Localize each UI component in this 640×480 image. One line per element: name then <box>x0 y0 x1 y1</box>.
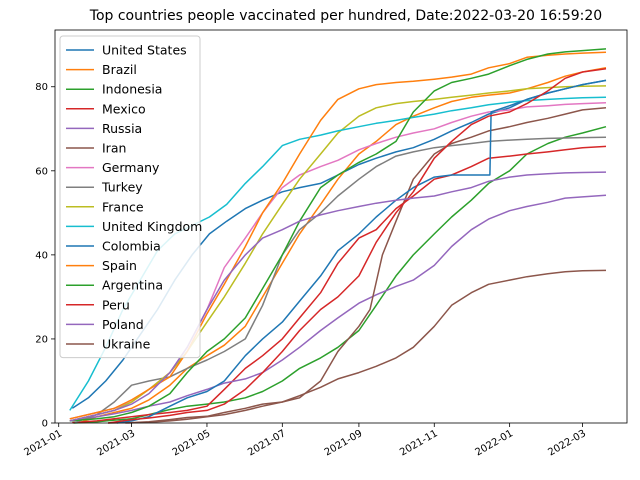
x-tick-label: 2021-01 <box>23 428 65 458</box>
series-line-4 <box>72 194 607 422</box>
legend-label: United Kingdom <box>102 219 202 234</box>
series-line-2 <box>73 125 607 424</box>
legend-label: France <box>102 199 144 214</box>
x-axis: 2021-01 2021-03 2021-05 2021-07 2021-09 2021-… <box>23 423 588 458</box>
series-line-13 <box>107 67 607 424</box>
y-tick-label: 60 <box>35 166 48 177</box>
series-line-5 <box>108 107 607 424</box>
chart-title: Top countries people vaccinated per hund… <box>89 8 602 24</box>
y-tick-label: 80 <box>35 82 48 93</box>
legend-label: Mexico <box>102 101 146 116</box>
x-tick-label: 2021-03 <box>95 428 137 458</box>
legend-label: Russia <box>102 121 142 136</box>
x-tick-label: 2021-11 <box>398 428 440 458</box>
legend-label: Germany <box>102 160 160 175</box>
legend-label: Peru <box>102 297 130 312</box>
x-tick-label: 2021-07 <box>246 428 288 458</box>
plot-frame <box>54 29 628 424</box>
legend-label: Colombia <box>102 239 161 254</box>
series-line-10 <box>116 79 607 424</box>
series-line-11 <box>69 51 607 420</box>
y-axis: 0 20 40 60 80 <box>35 82 55 430</box>
legend: United States Brazil Indonesia Mexico Russia… <box>59 35 202 359</box>
legend-label: Indonesia <box>102 82 162 97</box>
legend-label: Poland <box>102 317 144 332</box>
series-line-15 <box>125 269 607 424</box>
series-line-12 <box>69 48 607 422</box>
legend-label: Turkey <box>101 180 143 195</box>
y-tick-label: 40 <box>35 250 48 261</box>
x-tick-label: 2021-05 <box>171 428 213 458</box>
x-tick-label: 2021-09 <box>323 428 365 458</box>
legend-label: Spain <box>102 258 137 273</box>
legend-label: Argentina <box>102 278 163 293</box>
legend-label: Brazil <box>102 62 137 77</box>
legend-label: Iran <box>102 141 126 156</box>
legend-box <box>59 35 201 359</box>
x-tick-label: 2022-03 <box>546 428 588 458</box>
y-tick-label: 0 <box>42 419 48 430</box>
series-layer <box>69 48 607 424</box>
series-line-3 <box>72 145 607 424</box>
legend-label: Ukraine <box>102 337 151 352</box>
legend-label: United States <box>102 43 187 58</box>
y-tick-label: 20 <box>35 334 48 345</box>
series-line-14 <box>69 171 607 422</box>
series-line-8 <box>69 85 607 422</box>
series-line-1 <box>79 67 607 424</box>
x-tick-label: 2022-01 <box>473 428 515 458</box>
